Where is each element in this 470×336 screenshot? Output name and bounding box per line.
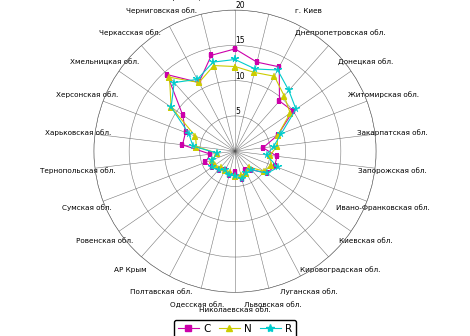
N	[215, 151, 220, 155]
R	[232, 57, 238, 61]
R	[190, 144, 196, 148]
R	[275, 165, 281, 169]
R	[286, 88, 291, 92]
R	[271, 144, 276, 149]
C	[275, 133, 281, 137]
N	[227, 170, 233, 174]
C	[203, 161, 208, 165]
C	[232, 170, 238, 174]
N	[193, 134, 198, 138]
N	[212, 163, 218, 167]
N	[196, 80, 202, 84]
R	[275, 68, 281, 72]
R	[210, 60, 216, 64]
N	[194, 144, 199, 149]
N	[209, 158, 215, 162]
R	[215, 151, 220, 155]
C	[260, 146, 266, 150]
R	[264, 171, 270, 175]
C	[222, 168, 228, 172]
C	[164, 73, 170, 77]
R	[195, 77, 200, 81]
C	[249, 168, 254, 172]
N	[268, 163, 274, 167]
R	[239, 177, 244, 181]
N	[267, 154, 273, 158]
C	[232, 47, 238, 51]
C	[277, 99, 282, 103]
N	[168, 105, 174, 109]
N	[251, 71, 257, 75]
R	[222, 168, 228, 172]
C	[209, 53, 214, 57]
Legend: C, N, R: C, N, R	[174, 320, 296, 336]
R	[226, 173, 232, 177]
N	[232, 65, 238, 69]
N	[274, 144, 280, 148]
C	[216, 168, 221, 172]
N	[275, 133, 281, 137]
N	[243, 171, 249, 175]
R	[216, 168, 221, 172]
R	[209, 158, 215, 162]
R	[172, 81, 177, 85]
R	[264, 153, 269, 157]
N	[232, 65, 238, 69]
C	[226, 173, 232, 177]
R	[249, 168, 254, 172]
Line: C: C	[164, 46, 296, 181]
C	[272, 164, 277, 168]
N	[222, 168, 228, 172]
C	[242, 168, 248, 172]
C	[196, 80, 202, 84]
N	[287, 111, 293, 115]
R	[209, 165, 215, 169]
R	[278, 132, 284, 136]
C	[183, 130, 188, 134]
N	[167, 75, 172, 79]
C	[232, 47, 238, 51]
N	[282, 94, 287, 98]
C	[290, 109, 296, 113]
C	[264, 171, 270, 175]
N	[261, 169, 267, 173]
N	[238, 173, 244, 177]
Line: R: R	[167, 56, 300, 182]
R	[243, 171, 249, 175]
R	[252, 67, 258, 71]
C	[208, 152, 213, 156]
Line: N: N	[167, 63, 293, 179]
R	[232, 174, 238, 178]
N	[272, 74, 277, 78]
N	[211, 64, 217, 68]
N	[218, 165, 224, 169]
C	[209, 165, 215, 169]
C	[239, 177, 244, 181]
R	[232, 57, 238, 61]
N	[232, 174, 238, 178]
N	[246, 165, 252, 169]
C	[180, 143, 185, 147]
R	[293, 107, 299, 111]
R	[168, 105, 174, 109]
C	[254, 60, 260, 64]
C	[274, 154, 280, 158]
R	[186, 132, 192, 136]
C	[276, 65, 282, 69]
C	[180, 113, 186, 117]
